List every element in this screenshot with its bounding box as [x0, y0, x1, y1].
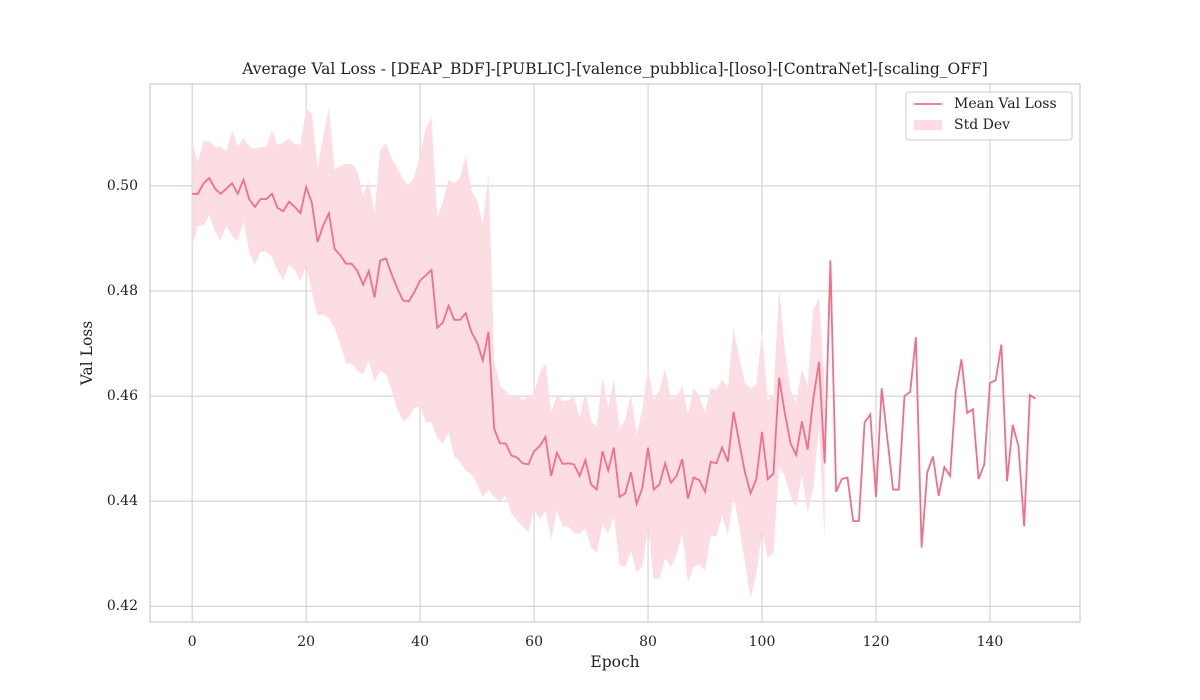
x-tick-label: 140 [977, 634, 1004, 650]
y-tick-label: 0.48 [107, 283, 138, 299]
x-tick-label: 60 [525, 634, 543, 650]
y-tick-label: 0.42 [107, 598, 138, 614]
y-tick-label: 0.50 [107, 178, 138, 194]
plot-frame [149, 83, 1081, 623]
x-tick-label: 20 [297, 634, 315, 650]
std-band [192, 108, 825, 599]
y-axis-label: Val Loss [78, 321, 96, 386]
chart-title: Average Val Loss - [DEAP_BDF]-[PUBLIC]-[… [241, 60, 988, 78]
y-tick-label: 0.44 [107, 493, 138, 509]
legend-box [905, 91, 1073, 141]
y-tick-label: 0.46 [107, 388, 138, 404]
x-tick-label: 120 [863, 634, 890, 650]
x-tick-label: 80 [639, 634, 657, 650]
x-tick-label: 40 [411, 634, 429, 650]
legend-label: Mean Val Loss [954, 96, 1057, 112]
x-tick-label: 0 [188, 634, 197, 650]
series-line [192, 176, 1037, 548]
x-axis-label: Epoch [590, 653, 639, 671]
x-tick-label: 100 [749, 634, 776, 650]
legend-band-swatch [914, 120, 942, 130]
legend-label: Std Dev [954, 117, 1010, 133]
